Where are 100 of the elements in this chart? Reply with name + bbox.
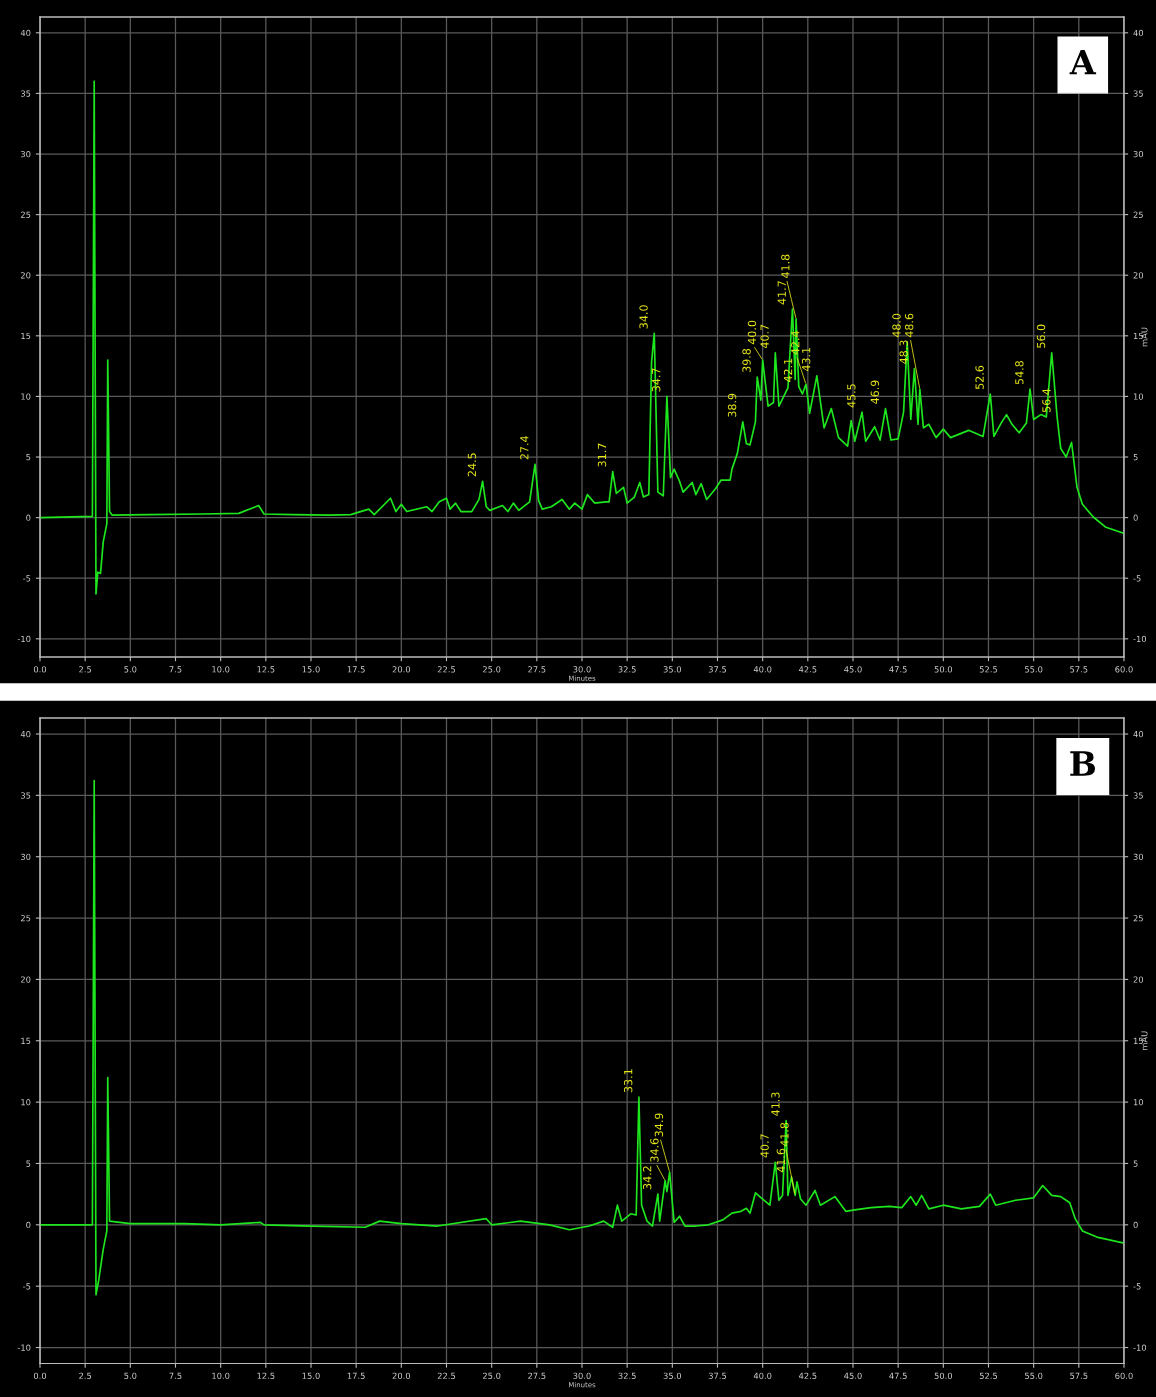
x-tick-label: 0.0 <box>33 666 47 673</box>
annotation: 41.3 <box>771 1092 780 1116</box>
y-tick-label: 15 <box>21 1037 31 1045</box>
y-tick-label: 0 <box>26 514 31 521</box>
y-tick-label: 35 <box>21 90 31 97</box>
x-tick-label: 40.0 <box>753 666 772 673</box>
y-tick-label: 25 <box>20 915 31 922</box>
annotation: 34.6 <box>650 1138 659 1162</box>
y2-tick-label: 20 <box>1133 272 1144 279</box>
x-tick-label: 32.5 <box>618 666 636 673</box>
y2-tick-label: 40 <box>1133 29 1144 37</box>
y2-tick-label: 15 <box>1133 1037 1143 1045</box>
annotation: 41.8 <box>780 1122 789 1147</box>
x-tick-label: 27.5 <box>528 666 546 673</box>
y2-tick-label: 30 <box>1133 150 1144 158</box>
x-tick-label: 32.5 <box>618 1372 636 1379</box>
x-tick-label: 17.5 <box>347 666 365 673</box>
x-tick-label: 45.0 <box>844 1372 862 1379</box>
y2-tick-label: 25 <box>1133 915 1143 922</box>
y2-tick-label: 35 <box>1133 90 1143 97</box>
y2-tick-label: 35 <box>1133 792 1143 799</box>
x-tick-label: 2.5 <box>79 666 92 673</box>
x-tick-label: 47.5 <box>889 1372 907 1379</box>
x-tick-label: 30.0 <box>573 666 591 673</box>
y-tick-label: 10 <box>21 1099 31 1106</box>
x-tick-label: 50.0 <box>934 1372 953 1379</box>
x-tick-label: 52.5 <box>979 1372 998 1379</box>
annotation: 34.9 <box>654 1113 664 1137</box>
y2-axis-title: mAU <box>1141 327 1148 347</box>
x-tick-label: 60.0 <box>1115 666 1133 673</box>
y-tick-label: 5 <box>26 1160 31 1167</box>
annotation: 54.8 <box>1015 361 1024 385</box>
x-tick-label: 15.0 <box>302 666 320 673</box>
y-tick-label: 40 <box>20 29 31 37</box>
y-tick-label: -5 <box>23 575 31 582</box>
y2-tick-label: 25 <box>1133 211 1143 218</box>
annotation: 31.7 <box>597 443 607 467</box>
annotation: 24.5 <box>467 453 477 477</box>
x-tick-label: 15.0 <box>302 1372 320 1379</box>
annotation: 38.9 <box>727 393 737 417</box>
x-tick-label: 42.5 <box>798 1372 817 1379</box>
x-tick-label: 22.5 <box>437 1372 456 1379</box>
y-tick-label: 30 <box>21 150 31 158</box>
annotation: 42.4 <box>791 331 800 355</box>
x-tick-label: 10.0 <box>212 1372 230 1379</box>
annotation: 33.1 <box>623 1069 633 1093</box>
y-tick-label: -5 <box>23 1283 31 1290</box>
x-tick-label: 12.5 <box>257 666 275 673</box>
x-tick-label: 25.0 <box>482 666 501 673</box>
x-tick-label: 7.5 <box>169 1372 182 1379</box>
y2-tick-label: 0 <box>1133 514 1138 521</box>
x-tick-label: 57.5 <box>1070 1372 1088 1379</box>
x-tick-label: 42.5 <box>798 666 817 673</box>
y2-tick-label: 20 <box>1133 976 1144 983</box>
x-tick-label: 20.0 <box>392 1372 411 1379</box>
y-tick-label: 20 <box>20 272 31 279</box>
x-tick-label: 27.5 <box>528 1372 546 1379</box>
annotation: 46.9 <box>870 380 879 404</box>
x-tick-label: 20.0 <box>392 666 411 673</box>
annotation: 48.0 <box>892 313 901 338</box>
x-tick-label: 57.5 <box>1070 666 1088 673</box>
annotation: 56.0 <box>1036 324 1046 348</box>
x-tick-label: 55.0 <box>1025 666 1043 673</box>
y-tick-label: 5 <box>26 454 31 461</box>
y-tick-label: 25 <box>20 211 31 218</box>
x-tick-label: 2.5 <box>79 1372 92 1379</box>
y2-tick-label: 10 <box>1133 1099 1144 1106</box>
annotation: 27.4 <box>520 436 529 460</box>
y2-tick-label: -10 <box>1133 635 1147 643</box>
y-tick-label: -10 <box>17 1344 31 1351</box>
x-tick-label: 25.0 <box>482 1372 501 1379</box>
y2-tick-label: -5 <box>1133 1283 1141 1290</box>
annotation: 56.4 <box>1042 388 1051 412</box>
x-tick-label: 37.5 <box>708 666 727 673</box>
annotation: 45.5 <box>847 384 856 408</box>
y2-tick-label: -10 <box>1133 1344 1147 1351</box>
annotation: 34.2 <box>642 1166 652 1190</box>
annotation: 41.8 <box>781 254 790 279</box>
y2-tick-label: 5 <box>1133 454 1138 461</box>
annotation: 40.7 <box>760 324 769 349</box>
x-tick-label: 35.0 <box>663 1372 682 1379</box>
x-tick-label: 0.0 <box>33 1372 47 1379</box>
x-tick-label: 50.0 <box>934 666 953 673</box>
annotation: 48.6 <box>904 313 914 338</box>
x-tick-label: 5.0 <box>124 1372 137 1379</box>
y2-tick-label: 10 <box>1133 393 1144 400</box>
y2-tick-label: 15 <box>1133 332 1143 340</box>
annotation: 34.7 <box>652 368 661 392</box>
annotation: 40.0 <box>747 320 757 345</box>
x-tick-label: 52.5 <box>979 666 998 673</box>
x-tick-label: 37.5 <box>708 1372 727 1379</box>
y-tick-label: 30 <box>21 853 31 860</box>
annotation: 40.7 <box>760 1134 769 1158</box>
y-tick-label: 20 <box>20 976 31 983</box>
annotation: B <box>1070 751 1096 776</box>
x-tick-label: 10.0 <box>212 666 230 673</box>
x-tick-label: 12.5 <box>257 1372 275 1379</box>
x-tick-label: 17.5 <box>347 1372 365 1379</box>
y-tick-label: 15 <box>21 332 31 340</box>
annotation: 39.8 <box>742 348 751 373</box>
